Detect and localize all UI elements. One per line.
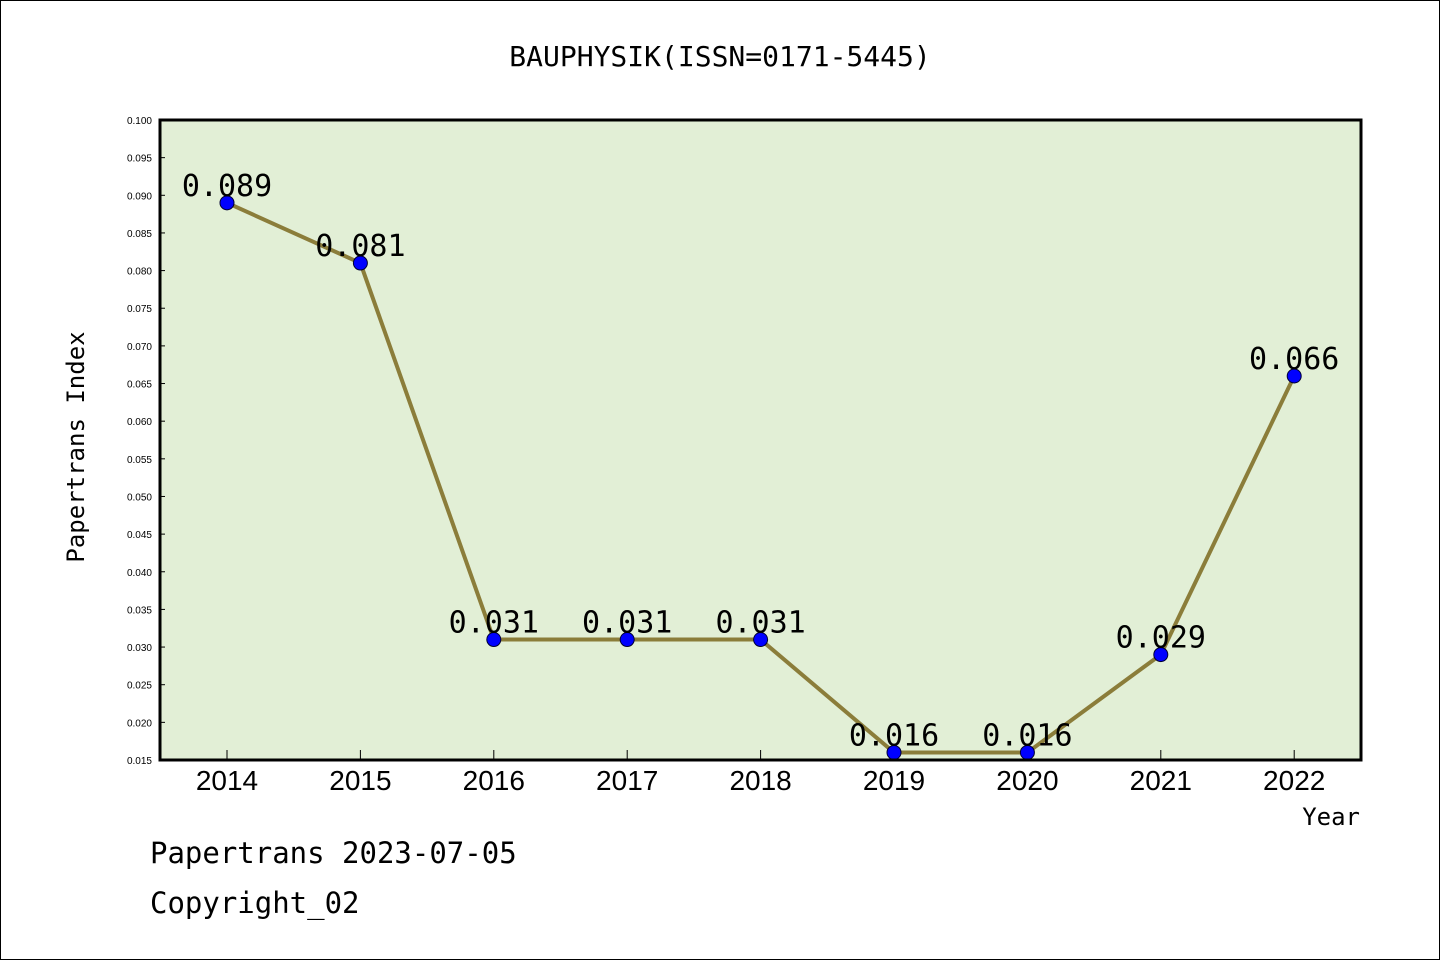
x-tick-label: 2020 (996, 765, 1058, 796)
footer-copyright: Copyright_02 (150, 886, 360, 920)
x-tick-label: 2015 (329, 765, 391, 796)
x-tick-label: 2019 (863, 765, 925, 796)
y-tick-label: 0.070 (127, 342, 152, 353)
plot-area (160, 120, 1361, 760)
y-tick-label: 0.060 (127, 417, 152, 428)
y-tick-label: 0.035 (127, 605, 152, 616)
data-point (352, 255, 368, 271)
y-tick-label: 0.065 (127, 380, 152, 391)
y-tick-label: 0.095 (127, 154, 152, 165)
y-tick-label: 0.050 (127, 492, 152, 503)
data-label: 0.016 (849, 718, 939, 753)
data-point (219, 195, 235, 211)
data-point (753, 632, 769, 648)
y-tick-label: 0.025 (127, 681, 152, 692)
x-tick-label: 2021 (1130, 765, 1192, 796)
x-axis-label: Year (1302, 803, 1360, 831)
data-label: 0.016 (982, 718, 1072, 753)
x-tick-label: 2018 (729, 765, 791, 796)
y-tick-label: 0.015 (127, 756, 152, 767)
y-tick-label: 0.085 (127, 229, 152, 240)
data-label: 0.031 (715, 606, 805, 641)
y-tick-label: 0.040 (127, 568, 152, 579)
data-label: 0.089 (182, 169, 272, 204)
data-label: 0.031 (449, 606, 539, 641)
data-point (1153, 647, 1169, 663)
footer-date: Papertrans 2023-07-05 (150, 836, 517, 870)
y-tick-label: 0.020 (127, 718, 152, 729)
data-label: 0.029 (1116, 621, 1206, 656)
chart-title: BAUPHYSIK(ISSN=0171-5445) (509, 40, 930, 73)
x-tick-label: 2016 (463, 765, 525, 796)
y-tick-label: 0.045 (127, 530, 152, 541)
y-tick-label: 0.090 (127, 191, 152, 202)
y-tick-label: 0.030 (127, 643, 152, 654)
data-label: 0.066 (1249, 342, 1339, 377)
y-tick-label: 0.075 (127, 304, 152, 315)
data-point (619, 632, 635, 648)
axis-ticks: 0.015 0.020 0.025 0.030 0.035 0.040 0.045 0.050… (127, 116, 1325, 796)
data-point (1286, 368, 1302, 384)
y-tick-label: 0.080 (127, 267, 152, 278)
y-tick-label: 0.055 (127, 455, 152, 466)
data-label: 0.031 (582, 606, 672, 641)
x-tick-label: 2022 (1263, 765, 1325, 796)
x-tick-label: 2014 (196, 765, 258, 796)
y-tick-label: 0.100 (127, 116, 152, 127)
y-axis-label: Papertrans Index (62, 331, 90, 562)
series-layer: 0.089 0.081 0.031 0.031 0.031 0.016 0.016 0.029… (182, 169, 1339, 760)
plot-border (158, 118, 1363, 762)
data-point (486, 632, 502, 648)
x-tick-label: 2017 (596, 765, 658, 796)
data-label: 0.081 (315, 229, 405, 264)
